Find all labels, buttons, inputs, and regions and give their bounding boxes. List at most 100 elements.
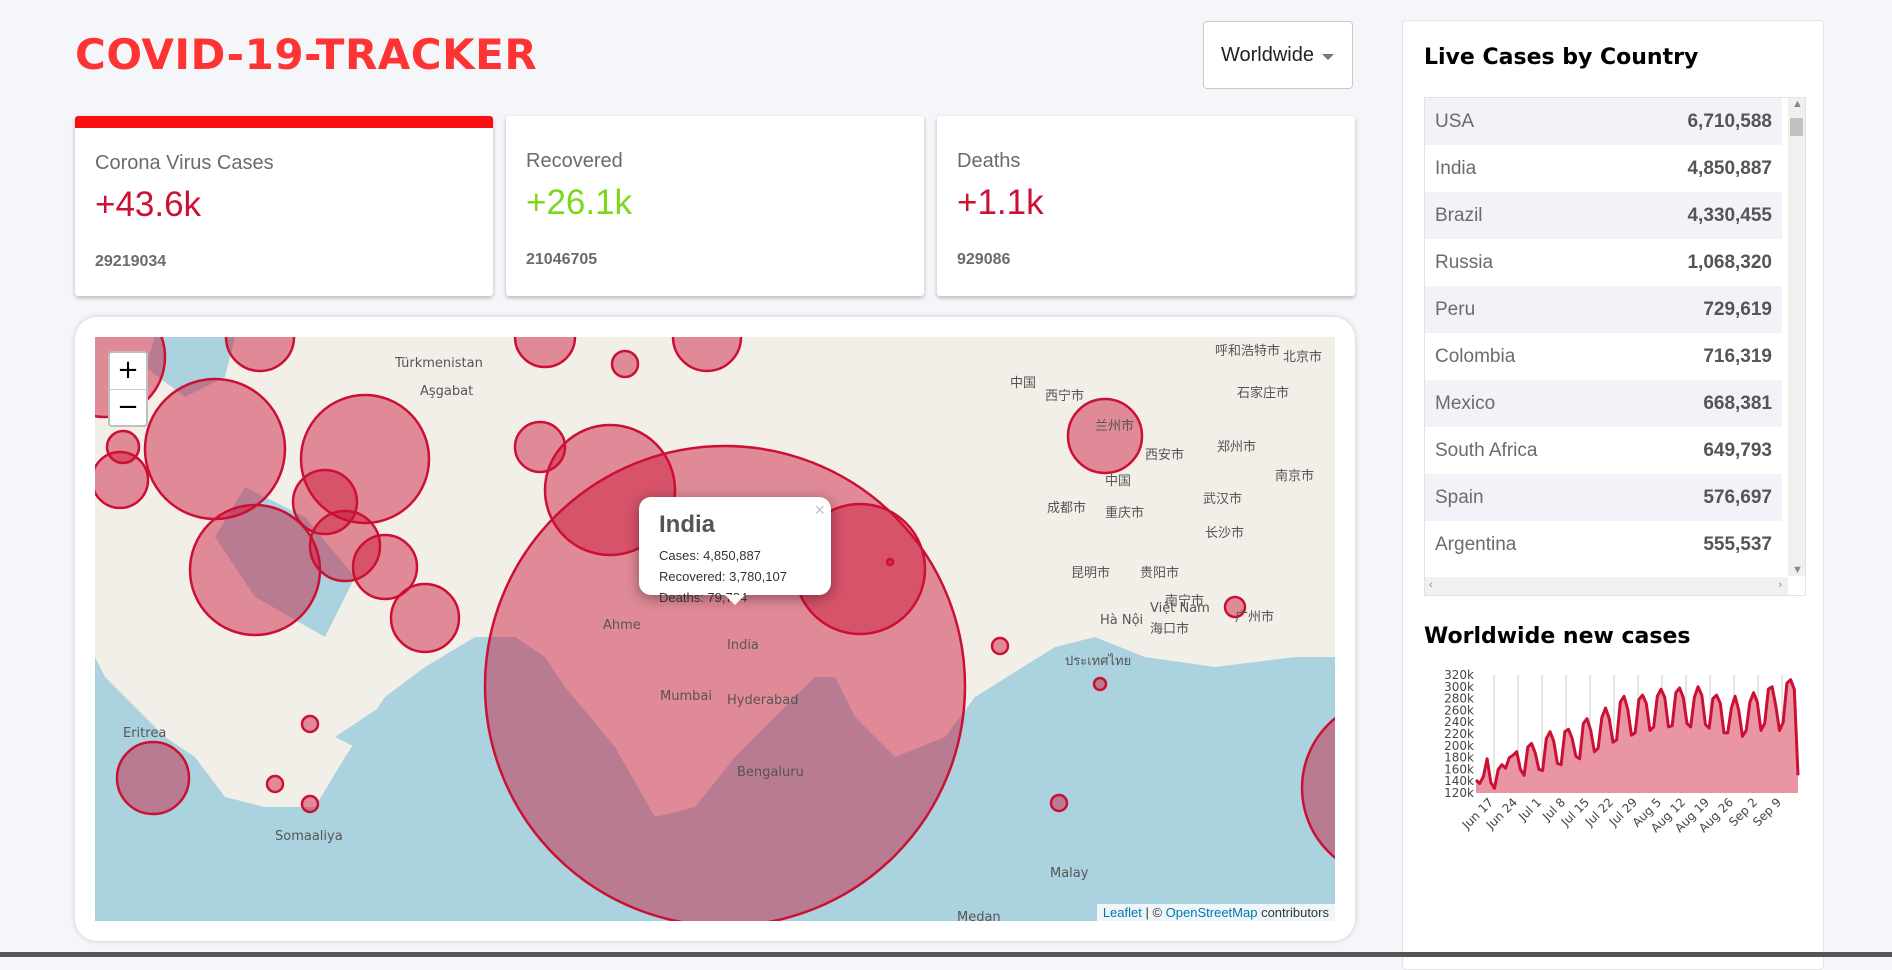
card-title: Recovered <box>526 150 623 172</box>
table-row[interactable]: Mexico 668,381 <box>1425 380 1782 427</box>
country-circle[interactable] <box>143 377 287 521</box>
table-row[interactable]: India 4,850,887 <box>1425 145 1782 192</box>
country-circle[interactable] <box>95 450 150 510</box>
map-label: Ahme <box>603 618 641 633</box>
country-circle[interactable] <box>1300 698 1335 878</box>
scroll-right-icon[interactable]: › <box>1778 579 1782 591</box>
country-circle[interactable] <box>1092 676 1108 692</box>
chevron-down-icon <box>1322 54 1334 60</box>
vertical-scrollbar[interactable]: ▲ ▼ <box>1788 98 1805 576</box>
map-attribution: Leaflet | © OpenStreetMap contributors <box>1096 904 1335 921</box>
scroll-left-icon[interactable]: ‹ <box>1429 579 1433 591</box>
map-label: 中国 <box>1105 474 1131 489</box>
map-label: Hà Nội <box>1100 613 1143 628</box>
table-row[interactable]: Spain 576,697 <box>1425 474 1782 521</box>
country-rows: USA 6,710,588 India 4,850,887 Brazil 4,330,45… <box>1425 98 1805 568</box>
country-table[interactable]: USA 6,710,588 India 4,850,887 Brazil 4,330,45… <box>1424 97 1806 596</box>
table-row[interactable]: Brazil 4,330,455 <box>1425 192 1782 239</box>
country-circle[interactable] <box>1049 793 1069 813</box>
card-total-value: 29219034 <box>95 253 167 270</box>
map-label: 石家庄市 <box>1237 385 1289 401</box>
country-circle[interactable] <box>300 794 320 814</box>
scroll-down-icon[interactable]: ▼ <box>1792 564 1803 576</box>
zoom-control: + − <box>108 351 148 427</box>
map-container: Türkmenistan Aşgabat Ahme Mumbai Hyderabad In… <box>75 317 1355 941</box>
country-circle[interactable] <box>105 429 141 465</box>
attribution-separator: | © <box>1141 905 1166 920</box>
map-label: Medan <box>957 910 1001 921</box>
country-dropdown[interactable]: Worldwide <box>1203 21 1353 89</box>
country-circle[interactable] <box>483 444 967 921</box>
country-circle[interactable] <box>513 337 577 369</box>
country-circle[interactable] <box>224 337 296 373</box>
attribution-contributors: contributors <box>1257 905 1329 920</box>
map-label: 中国 <box>1010 376 1036 391</box>
y-tick-label: 160k <box>1444 762 1474 776</box>
y-tick-label: 180k <box>1444 751 1474 765</box>
deaths-card[interactable]: Deaths +1.1k 929086 <box>937 116 1355 296</box>
world-map[interactable]: Türkmenistan Aşgabat Ahme Mumbai Hyderabad In… <box>95 337 1335 921</box>
scroll-up-icon[interactable]: ▲ <box>1792 98 1803 110</box>
country-cases: 4,850,887 <box>1687 157 1772 179</box>
map-label: Mumbai <box>660 689 712 704</box>
country-cases: 6,710,588 <box>1687 110 1772 132</box>
country-cases: 555,537 <box>1703 533 1772 555</box>
window-bottom-edge <box>0 952 1892 957</box>
country-circle[interactable] <box>990 636 1010 656</box>
table-row[interactable]: Argentina 555,537 <box>1425 521 1782 568</box>
country-cases: 1,068,320 <box>1687 251 1772 273</box>
country-circle[interactable] <box>389 582 461 654</box>
scrollbar-thumb[interactable] <box>1790 118 1803 136</box>
map-label: Việt Nam <box>1150 601 1210 616</box>
table-row[interactable]: USA 6,710,588 <box>1425 98 1782 145</box>
table-row[interactable]: Peru 729,619 <box>1425 286 1782 333</box>
osm-link[interactable]: OpenStreetMap <box>1165 905 1258 920</box>
country-circle[interactable] <box>300 714 320 734</box>
country-cases: 649,793 <box>1703 439 1772 461</box>
map-label: 北京市 <box>1283 349 1322 365</box>
country-circle[interactable] <box>1223 595 1247 619</box>
cases-card[interactable]: Corona Virus Cases +43.6k 29219034 <box>75 116 493 296</box>
country-name: USA <box>1435 110 1475 132</box>
popup-tip <box>725 595 745 605</box>
country-circle[interactable] <box>885 557 895 567</box>
map-label: Aşgabat <box>420 384 473 399</box>
recovered-card[interactable]: Recovered +26.1k 21046705 <box>506 116 924 296</box>
country-circle[interactable] <box>351 533 419 601</box>
popup-recovered: Recovered: 3,780,107 <box>659 569 787 584</box>
y-tick-label: 120k <box>1444 786 1474 800</box>
map-label: 重庆市 <box>1105 505 1144 521</box>
country-circle[interactable] <box>299 393 431 525</box>
leaflet-link[interactable]: Leaflet <box>1102 905 1142 920</box>
country-circle[interactable] <box>115 740 191 816</box>
country-name: Argentina <box>1435 533 1517 555</box>
country-dropdown-value: Worldwide <box>1221 43 1314 66</box>
y-tick-label: 280k <box>1444 692 1474 706</box>
horizontal-scrollbar[interactable]: ‹ › <box>1425 577 1788 595</box>
card-title: Deaths <box>957 150 1021 172</box>
country-circle[interactable] <box>308 509 382 583</box>
zoom-in-button[interactable]: + <box>110 353 146 390</box>
map-tiles-and-circles[interactable]: Türkmenistan Aşgabat Ahme Mumbai Hyderabad In… <box>95 337 1335 921</box>
country-circle[interactable] <box>671 337 743 373</box>
country-name: Russia <box>1435 251 1494 273</box>
map-label: India <box>727 638 759 653</box>
zoom-out-button[interactable]: − <box>117 392 139 422</box>
country-cases: 729,619 <box>1703 298 1772 320</box>
map-label: 南宁市 <box>1165 593 1204 609</box>
country-name: Colombia <box>1435 345 1516 367</box>
map-label: Somaaliya <box>275 829 343 844</box>
country-circle[interactable] <box>188 503 322 637</box>
country-circle[interactable] <box>291 468 359 536</box>
country-circle[interactable] <box>610 349 640 379</box>
country-name: Spain <box>1435 486 1484 508</box>
close-icon[interactable]: × <box>814 500 825 520</box>
table-row[interactable]: Colombia 716,319 <box>1425 333 1782 380</box>
country-circle[interactable] <box>265 774 285 794</box>
map-label: 广州市 <box>1235 609 1274 625</box>
x-tick-label: Jul 1 <box>1515 795 1544 824</box>
table-row[interactable]: Russia 1,068,320 <box>1425 239 1782 286</box>
table-row[interactable]: South Africa 649,793 <box>1425 427 1782 474</box>
country-circle[interactable] <box>1066 397 1144 475</box>
